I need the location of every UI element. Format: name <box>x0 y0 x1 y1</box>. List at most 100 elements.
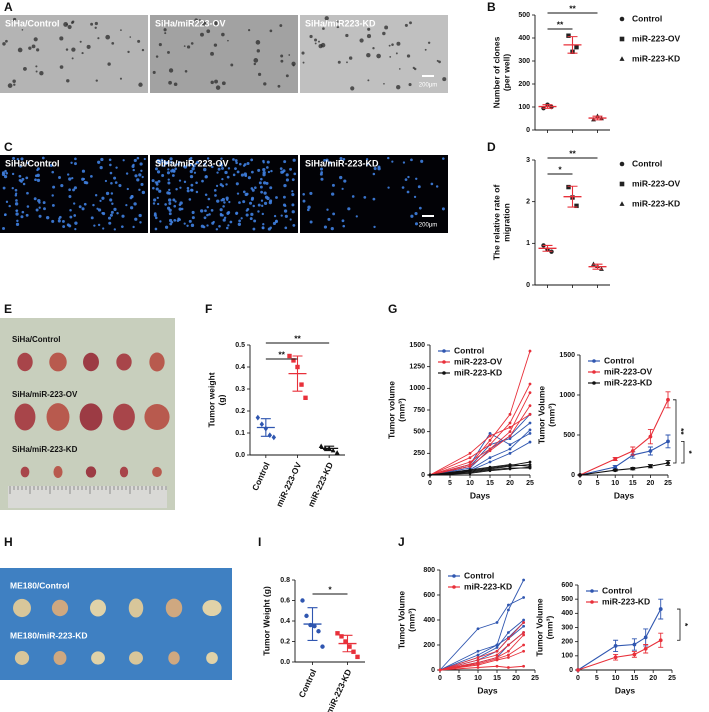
cell <box>62 225 66 228</box>
y-axis-label: Tumor volume <box>386 381 396 439</box>
point <box>643 635 648 640</box>
cell <box>249 201 253 205</box>
cell <box>228 200 231 204</box>
cell <box>166 171 171 175</box>
cell <box>183 222 186 225</box>
significance-label: ** <box>569 3 576 13</box>
cell <box>41 156 45 160</box>
x-tick-label: 15 <box>629 480 637 487</box>
cell <box>190 223 195 228</box>
cell <box>105 191 110 196</box>
cell <box>25 176 29 180</box>
cell <box>157 161 162 165</box>
cell <box>237 222 242 226</box>
significance-bracket <box>673 399 677 464</box>
cell <box>232 173 236 177</box>
point <box>438 668 442 672</box>
point <box>335 631 340 636</box>
y-tick-label: 500 <box>413 429 425 436</box>
cell <box>363 195 367 199</box>
cell <box>19 165 22 168</box>
cell <box>164 225 169 229</box>
panel-letter: B <box>487 0 496 14</box>
cell <box>301 51 305 55</box>
cell <box>236 192 240 195</box>
point <box>468 460 472 464</box>
cell <box>66 173 70 176</box>
cell <box>201 21 207 26</box>
tumor <box>13 598 31 618</box>
cell <box>318 40 320 43</box>
cell <box>15 222 20 226</box>
cell <box>113 228 116 231</box>
cell <box>110 192 114 195</box>
point <box>528 391 532 395</box>
cell <box>396 41 401 46</box>
legend-label: Control <box>632 158 662 168</box>
cell <box>442 77 447 82</box>
cell <box>167 178 170 181</box>
cell <box>273 214 277 218</box>
cell <box>42 201 46 205</box>
cell <box>260 199 264 202</box>
cell <box>65 48 69 51</box>
cell <box>189 169 193 174</box>
point <box>339 634 344 639</box>
y-axis-label: (mm³) <box>544 616 554 640</box>
cell <box>78 205 82 209</box>
legend-marker <box>592 370 596 374</box>
cell <box>174 167 177 171</box>
cell <box>69 215 73 219</box>
cell <box>309 34 313 39</box>
y-tick-label: 400 <box>423 617 435 624</box>
cell <box>34 174 38 178</box>
micrograph <box>150 15 298 93</box>
cell <box>227 167 231 170</box>
cell <box>355 215 358 218</box>
cell <box>183 45 186 47</box>
x-tick-label: 15 <box>486 480 494 487</box>
cell <box>222 205 225 208</box>
point <box>507 656 510 659</box>
cell <box>15 209 19 212</box>
cell <box>51 219 55 223</box>
tumor <box>165 598 183 618</box>
tumor <box>79 403 103 431</box>
cell <box>235 161 238 165</box>
cell <box>406 54 411 58</box>
cell <box>248 29 251 32</box>
point <box>666 439 670 444</box>
cell <box>171 174 175 177</box>
cell <box>173 82 178 87</box>
cell <box>33 37 38 42</box>
cell <box>216 171 219 174</box>
cell <box>21 29 24 31</box>
cell <box>97 37 100 40</box>
cell <box>118 183 122 188</box>
y-tick-label: 0 <box>526 282 530 289</box>
cell <box>330 227 334 231</box>
cell <box>120 225 124 229</box>
point <box>508 447 512 451</box>
cell <box>58 176 61 179</box>
point <box>658 607 663 611</box>
micrograph <box>0 15 148 93</box>
cell <box>221 81 226 86</box>
cell <box>82 177 86 181</box>
tumor <box>91 651 105 665</box>
y-tick-label: 1000 <box>559 392 575 399</box>
cell <box>215 228 219 231</box>
tumor <box>116 353 132 371</box>
cell <box>235 182 239 186</box>
error-bar <box>567 36 578 54</box>
tumor <box>14 651 30 665</box>
point <box>495 621 499 624</box>
cell <box>15 192 18 195</box>
tumor <box>152 466 162 478</box>
tumor <box>14 403 36 431</box>
cell <box>263 201 268 205</box>
cell <box>195 181 198 185</box>
y-tick-label: 0 <box>571 472 575 479</box>
cell <box>133 202 137 206</box>
